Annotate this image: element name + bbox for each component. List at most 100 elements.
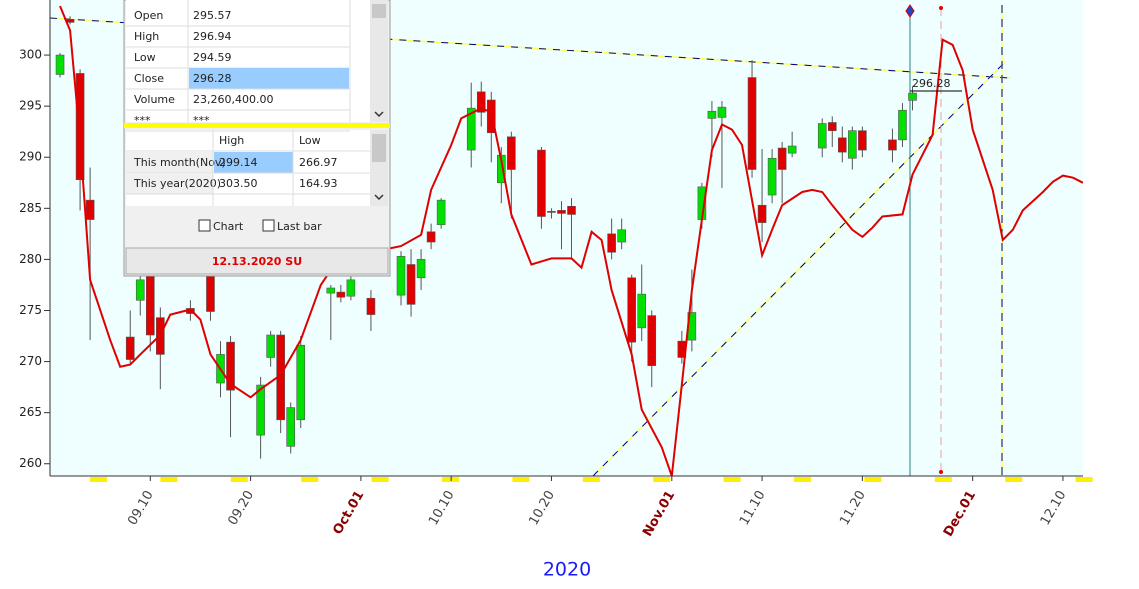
scroll-arrow[interactable] [374,111,384,118]
candle-body [707,110,717,119]
candle-body [497,154,506,184]
candle-body [827,122,837,131]
candle-body [286,407,295,447]
candle-body [838,137,847,153]
x-tick-label: Nov.01 [640,488,678,539]
candle-body [858,130,867,151]
x-tick-label: 10.10 [426,488,458,528]
marker-dot [939,470,943,474]
quote-value: *** [193,114,210,127]
scroll-arrow[interactable] [374,194,384,201]
weekend-marker [1005,477,1023,482]
candle-body [256,384,265,436]
x-tick-label: 11.20 [837,488,869,528]
range-header: High [219,134,244,147]
candle-body [898,109,907,141]
weekend-marker [230,477,248,482]
weekend-marker [160,477,178,482]
range-header: Low [299,134,321,147]
weekend-marker [582,477,600,482]
weekend-marker [934,477,952,482]
candle-body [637,293,647,329]
y-tick-label: 280 [19,252,42,266]
candle-body [436,199,446,225]
quote-value: 295.57 [193,9,232,22]
range-value: 299.14 [219,156,258,169]
quote-value: 294.59 [193,51,232,64]
last-price-label: 296.28 [912,77,951,90]
x-tick-label: 10.20 [526,488,558,528]
candle-body [406,264,416,305]
x-tick-label: Oct.01 [330,488,367,537]
selected-cell [214,152,293,173]
checkbox[interactable] [262,219,275,232]
candle-body [507,136,516,170]
candle-body [787,145,797,154]
candle-body [75,73,85,181]
weekend-marker [864,477,882,482]
marker-dot [939,6,943,10]
quote-label: *** [134,114,151,127]
candle-body [366,297,376,315]
range-label: This month(Nov) [133,156,226,169]
range-label: This year(2020) [133,177,221,190]
candle-body [135,279,145,301]
y-tick-label: 300 [19,48,42,62]
candle-body [747,77,757,170]
weekend-marker [1075,477,1093,482]
range-value: 266.97 [299,156,338,169]
x-tick-label: 09.20 [225,488,257,528]
candle-body [627,277,636,343]
weekend-marker [794,477,811,482]
candle-body [717,106,727,118]
y-tick-label: 275 [19,303,42,317]
selected-cell [189,68,349,89]
candle-body [326,287,336,294]
weekend-marker [653,477,671,482]
scroll-thumb[interactable] [372,4,386,18]
scrollbar[interactable] [370,0,388,122]
candle-body [466,107,476,151]
weekend-marker [301,477,319,482]
quote-table [126,0,370,122]
quote-value: 23,260,400.00 [193,93,273,106]
candle-body [145,271,155,336]
x-tick-label: 11.10 [737,488,769,528]
quote-label: Volume [134,93,175,106]
quote-label: Low [134,51,156,64]
candle-body [607,233,616,253]
candle-body [226,341,235,391]
candle-body [125,336,135,360]
candle-body [567,205,576,215]
candle-body [206,274,215,312]
row-band [126,152,213,173]
y-tick-label: 260 [19,456,42,470]
scroll-thumb[interactable] [372,134,386,162]
candle-body [346,279,356,297]
checkbox[interactable] [198,219,211,232]
y-tick-label: 265 [19,405,42,419]
candle-body [888,139,897,151]
candle-body [416,259,426,279]
candle-body [617,229,626,243]
candle-body [426,231,436,243]
candle-body [396,256,406,296]
candle-body [767,157,777,196]
candle-body [848,130,857,159]
y-tick-label: 295 [19,99,42,113]
quote-label: High [134,30,159,43]
candle-body [266,334,275,358]
footer-button[interactable] [125,247,389,275]
candle-body [647,315,657,366]
range-value: 303.50 [219,177,258,190]
quote-value: 296.94 [193,30,232,43]
weekend-marker [442,477,459,482]
quote-value: 296.28 [193,72,232,85]
x-axis-label: 2020 [543,559,591,581]
splitter[interactable] [124,123,390,128]
x-tick-label: 09.10 [125,488,157,528]
candle-body [757,204,767,223]
candle-body [777,147,787,170]
weekend-marker [512,477,530,482]
